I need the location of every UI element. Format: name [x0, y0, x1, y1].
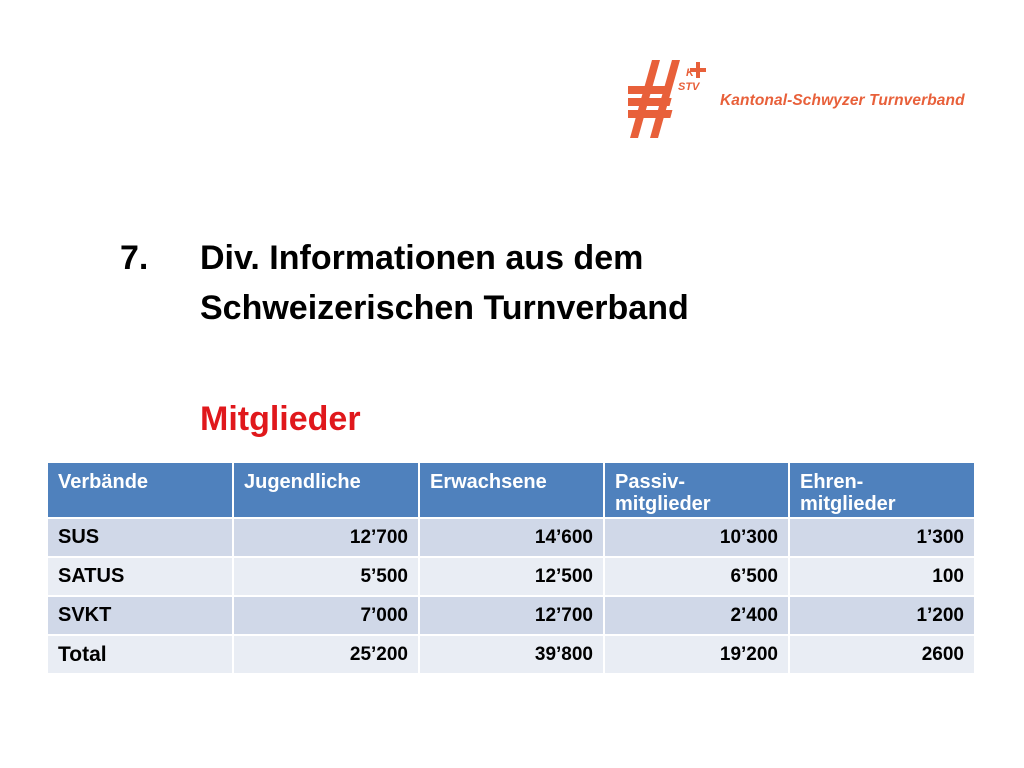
logo-organization-name: Kantonal-Schwyzer Turnverband [720, 92, 965, 109]
column-header-erwachsene: Erwachsene [418, 461, 605, 519]
cell-passivmitglieder: 10’300 [603, 517, 790, 558]
column-header-jugendliche: Jugendliche [232, 461, 420, 519]
column-header-passivmitglieder: Passiv-mitglieder [603, 461, 790, 519]
cell-erwachsene: 12’700 [418, 595, 605, 636]
row-name: SVKT [46, 595, 234, 636]
cell-jugendliche: 25’200 [232, 634, 420, 675]
cell-passivmitglieder: 2’400 [603, 595, 790, 636]
table-header-row: Verbände Jugendliche Erwachsene Passiv-m… [46, 461, 976, 519]
cell-jugendliche: 12’700 [232, 517, 420, 558]
column-header-verbaende: Verbände [46, 461, 234, 519]
cell-jugendliche: 7’000 [232, 595, 420, 636]
cell-erwachsene: 12’500 [418, 556, 605, 597]
members-table: Verbände Jugendliche Erwachsene Passiv-m… [46, 461, 976, 675]
cell-passivmitglieder: 6’500 [603, 556, 790, 597]
heading-line-2: Schweizerischen Turnverband [200, 289, 689, 327]
table-row: SATUS 5’500 12’500 6’500 100 [46, 556, 976, 597]
heading-number: 7. [120, 239, 149, 277]
kstv-logo: K STV Kantonal-Schwyzer Turnverband [628, 52, 978, 144]
cell-jugendliche: 5’500 [232, 556, 420, 597]
row-name: SUS [46, 517, 234, 558]
row-name: Total [46, 634, 234, 675]
table-row: SUS 12’700 14’600 10’300 1’300 [46, 517, 976, 558]
table-row: SVKT 7’000 12’700 2’400 1’200 [46, 595, 976, 636]
kstv-cross-logo-icon: K STV [628, 60, 706, 138]
cell-ehrenmitglieder: 1’300 [788, 517, 976, 558]
logo-k-letter: K [686, 67, 695, 79]
heading-line-1: Div. Informationen aus dem [200, 239, 644, 277]
cell-ehrenmitglieder: 2600 [788, 634, 976, 675]
cell-passivmitglieder: 19’200 [603, 634, 790, 675]
cell-erwachsene: 39’800 [418, 634, 605, 675]
cell-ehrenmitglieder: 100 [788, 556, 976, 597]
cell-ehrenmitglieder: 1’200 [788, 595, 976, 636]
cell-erwachsene: 14’600 [418, 517, 605, 558]
slide-subtitle: Mitglieder [200, 400, 361, 438]
column-header-ehrenmitglieder: Ehren-mitglieder [788, 461, 976, 519]
table-total-row: Total 25’200 39’800 19’200 2600 [46, 634, 976, 675]
row-name: SATUS [46, 556, 234, 597]
logo-stv-letters: STV [678, 81, 701, 93]
